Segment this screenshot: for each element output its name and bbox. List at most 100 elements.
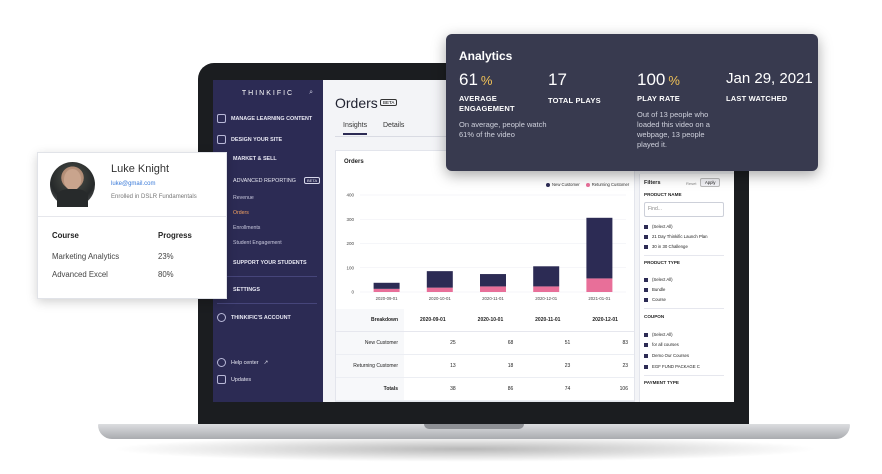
table-cell: 23 — [576, 354, 634, 378]
divider — [644, 255, 724, 256]
table-cell: New Customer — [336, 331, 404, 355]
sidebar-subitem-enrollments[interactable]: Enrollments — [233, 225, 261, 231]
filters-panel: Filters Reset Apply PRODUCT NAME Find...… — [639, 174, 734, 402]
filter-option-label: Course — [652, 297, 666, 302]
sidebar-item-settings[interactable]: SETTINGS — [233, 287, 337, 293]
bar-new-customer — [373, 282, 400, 289]
search-icon[interactable]: ⌕ — [309, 89, 313, 96]
checkbox-checked-icon — [644, 234, 648, 239]
help-center-link[interactable]: Help center ↗ — [217, 358, 321, 367]
sidebar-subitem-orders[interactable]: Orders — [233, 210, 249, 216]
sidebar-subitem-revenue[interactable]: Revenue — [233, 195, 254, 201]
bar-returning-customer — [373, 288, 400, 292]
bar-new-customer — [586, 217, 613, 279]
filter-option-label: EGF FUND PACKAGE C — [652, 364, 700, 369]
student-card: Luke Knight luke@gmail.com Enrolled in D… — [37, 152, 227, 299]
sidebar-subitem-student-engagement[interactable]: Student Engagement — [233, 240, 282, 246]
filter-checkbox[interactable]: for all courses — [644, 342, 679, 347]
avatar — [50, 162, 95, 207]
checkbox-checked-icon — [644, 353, 648, 358]
filter-checkbox[interactable]: (Select All) — [644, 277, 673, 282]
student-email-link[interactable]: luke@gmail.com — [111, 181, 156, 187]
avatar-head — [64, 169, 81, 190]
filter-checkbox[interactable]: EGF FUND PACKAGE C — [644, 364, 700, 369]
filter-section-payment-type: PAYMENT TYPE — [644, 380, 679, 385]
table-cell: 13 — [404, 354, 462, 378]
bell-icon — [217, 375, 226, 384]
filter-option-label: (Select All) — [652, 332, 673, 337]
sidebar-item-support-students[interactable]: SUPPORT YOUR STUDENTS — [233, 260, 337, 266]
metric-label: PLAY RATE — [637, 94, 680, 103]
table-cell: Returning Customer — [336, 354, 404, 378]
brand-logo[interactable]: THINKIFIC — [241, 90, 295, 97]
divider — [38, 216, 226, 217]
filter-checkbox[interactable]: Course — [644, 297, 666, 302]
y-tick-label: 300 — [346, 217, 354, 222]
checkbox-checked-icon — [644, 364, 648, 369]
filter-option-label: for all courses — [652, 342, 679, 347]
bar-new-customer — [480, 274, 506, 287]
metric-value: 17 — [548, 70, 567, 89]
column-header-progress: Progress — [158, 231, 192, 240]
x-tick-label: 2020-10-01 — [429, 296, 452, 301]
table-cell: 106 — [576, 377, 634, 401]
sidebar-item-label: ADVANCED REPORTING — [233, 177, 296, 184]
table-header-row: Breakdown 2020-09-01 2020-10-01 2020-11-… — [336, 309, 634, 332]
table-row-totals: Totals 38 86 74 106 — [336, 377, 634, 401]
updates-label: Updates — [231, 376, 252, 383]
filter-option-label: (Select All) — [652, 224, 673, 229]
tab-details[interactable]: Details — [383, 122, 405, 129]
metric-description: On average, people watch 61% of the vide… — [459, 120, 547, 139]
orders-bar-chart: 0 100 200 300 400 2020-09-01 2020-10-01 2020-11… — [346, 193, 626, 301]
sidebar-item-design-your-site[interactable]: DESIGN YOUR SITE — [217, 135, 321, 144]
sidebar-item-label: DESIGN YOUR SITE — [231, 136, 283, 143]
updates-link[interactable]: Updates — [217, 375, 321, 384]
breakdown-table: Breakdown 2020-09-01 2020-10-01 2020-11-… — [336, 309, 634, 401]
orders-card: Orders New Customer Returning Customer 0… — [335, 150, 635, 402]
table-cell: 86 — [461, 377, 520, 401]
apply-button[interactable]: Apply — [700, 178, 721, 187]
bar-new-customer — [426, 271, 453, 288]
table-cell: 23 — [519, 354, 577, 378]
table-header: 2020-12-01 — [576, 309, 634, 332]
analytics-title: Analytics — [459, 49, 513, 63]
filter-checkbox[interactable]: 30 in 30 Challenge — [644, 244, 688, 249]
y-tick-label: 200 — [346, 241, 354, 246]
table-cell: 18 — [461, 354, 520, 378]
legend-item-new[interactable]: New Customer — [546, 182, 580, 187]
table-cell: 74 — [519, 377, 577, 401]
sidebar-item-advanced-reporting[interactable]: ADVANCED REPORTING BETA — [233, 177, 337, 184]
column-header-course: Course — [52, 231, 79, 240]
table-cell: 25 — [404, 331, 462, 355]
y-tick-label: 400 — [346, 193, 354, 198]
filter-search-input[interactable]: Find... — [644, 202, 724, 217]
laptop-notch — [424, 424, 524, 429]
checkbox-checked-icon — [644, 244, 648, 249]
filter-checkbox[interactable]: (Select All) — [644, 224, 673, 229]
filter-option-label: (Select All) — [652, 277, 673, 282]
filter-option-label: Demo Our Courses — [652, 353, 690, 358]
help-icon — [217, 358, 226, 367]
table-row: New Customer 25 68 51 83 — [336, 331, 634, 355]
legend-item-returning[interactable]: Returning Customer — [585, 182, 629, 187]
metric-suffix: % — [480, 73, 493, 88]
checkbox-checked-icon — [644, 342, 648, 347]
filter-section-coupon: COUPON — [644, 314, 665, 319]
sidebar-item-manage-learning-content[interactable]: MANAGE LEARNING CONTENT — [217, 114, 321, 123]
filter-checkbox[interactable]: (Select All) — [644, 332, 673, 337]
divider — [644, 308, 724, 309]
sidebar: THINKIFIC ⌕ MANAGE LEARNING CONTENT DESI… — [213, 80, 323, 402]
sidebar-item-market-sell[interactable]: MARKET & SELL — [233, 156, 337, 162]
reset-button[interactable]: Reset — [686, 181, 697, 186]
filter-checkbox[interactable]: Demo Our Courses — [644, 353, 689, 358]
sidebar-item-thinkific-account[interactable]: THINKIFIC'S ACCOUNT — [217, 313, 321, 322]
filter-checkbox[interactable]: Bundle — [644, 287, 665, 292]
tab-insights[interactable]: Insights — [343, 122, 368, 135]
filter-checkbox[interactable]: 21 Day Thinkific Launch Plan — [644, 234, 708, 239]
app-screen: THINKIFIC ⌕ MANAGE LEARNING CONTENT DESI… — [213, 80, 734, 402]
x-tick-label: 2020-09-01 — [376, 296, 399, 301]
x-tick-label: 2021-01-01 — [588, 296, 611, 301]
course-name: Marketing Analytics — [52, 252, 120, 261]
avatar-body — [57, 189, 88, 207]
sidebar-item-label: SUPPORT YOUR STUDENTS — [233, 260, 307, 266]
